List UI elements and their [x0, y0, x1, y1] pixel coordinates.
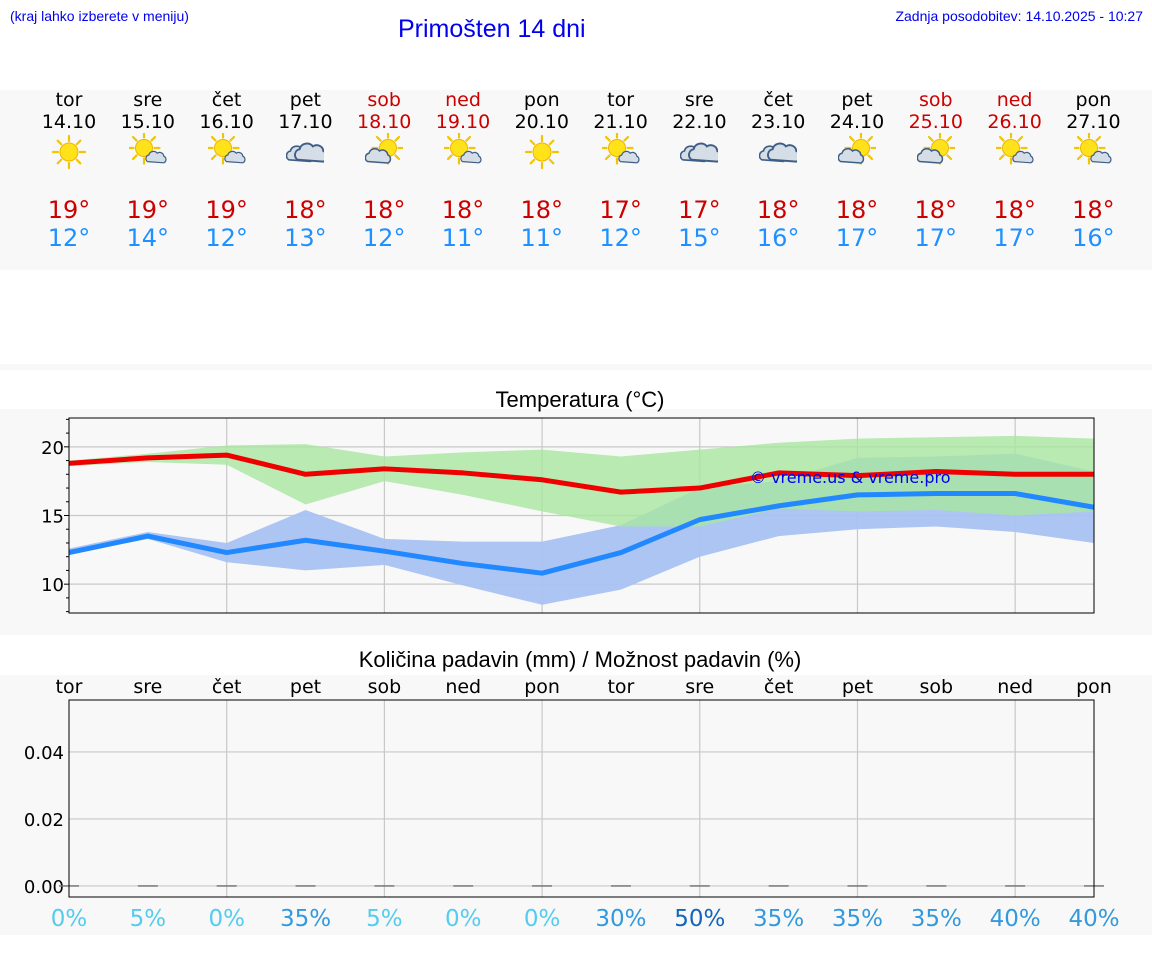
- min-temperature: 11°: [441, 224, 485, 252]
- day-name: pet: [841, 89, 873, 111]
- sun-icon: [50, 133, 88, 171]
- sun-cloud-icon: [205, 131, 246, 171]
- max-temperature: 18°: [1072, 196, 1115, 224]
- forecast-strip: [0, 90, 1152, 270]
- day-date: 16.10: [199, 111, 254, 133]
- day-date: 14.10: [41, 111, 97, 133]
- day-name: sre: [684, 89, 714, 111]
- day-name: čet: [763, 89, 793, 111]
- day-date: 24.10: [829, 111, 885, 133]
- max-temperature: 18°: [914, 196, 958, 224]
- day-date: 25.10: [908, 111, 963, 133]
- page-title: Primošten 14 dni: [398, 15, 586, 43]
- cloud-icon: [680, 133, 723, 171]
- max-temperature: 19°: [47, 196, 91, 224]
- max-temperature: 18°: [835, 196, 879, 224]
- min-temperature: 12°: [362, 224, 406, 252]
- day-name: sob: [919, 89, 953, 111]
- day-date: 17.10: [278, 111, 333, 133]
- min-temperature: 12°: [205, 224, 248, 252]
- min-temperature: 11°: [520, 224, 564, 252]
- day-date: 15.10: [120, 111, 175, 133]
- sun-cloud-icon: [127, 131, 167, 171]
- day-name: sob: [367, 89, 401, 111]
- min-temperature: 14°: [126, 224, 170, 252]
- max-temperature: 19°: [205, 196, 248, 224]
- temperature-chart-title: Temperatura (°C): [495, 387, 665, 412]
- min-temperature: 13°: [284, 224, 327, 252]
- day-name: sre: [133, 89, 163, 111]
- min-temperature: 16°: [1072, 224, 1115, 252]
- day-name: tor: [55, 89, 83, 111]
- day-name: tor: [607, 89, 635, 111]
- min-temperature: 12°: [47, 224, 91, 252]
- day-name: ned: [445, 89, 481, 111]
- day-date: 22.10: [672, 111, 727, 133]
- min-temperature: 16°: [756, 224, 800, 252]
- min-temperature: 17°: [914, 224, 958, 252]
- cloud-icon: [286, 133, 329, 171]
- day-name: pon: [1075, 89, 1112, 111]
- day-date: 23.10: [750, 111, 806, 133]
- min-temperature: 17°: [993, 224, 1036, 252]
- max-temperature: 17°: [599, 196, 642, 224]
- max-temperature: 18°: [284, 196, 327, 224]
- sun-behind-cloud-icon: [837, 131, 878, 171]
- forecast-strip-divider: [0, 364, 1152, 370]
- sun-cloud-icon: [442, 131, 482, 171]
- day-date: 21.10: [593, 111, 648, 133]
- precipitation-panel: [0, 675, 1152, 935]
- sun-cloud-icon: [993, 131, 1034, 171]
- min-temperature: 17°: [835, 224, 879, 252]
- sun-cloud-icon: [1072, 131, 1112, 171]
- temperature-panel: [0, 409, 1152, 635]
- min-temperature: 12°: [599, 224, 642, 252]
- day-date: 19.10: [435, 111, 491, 133]
- cloud-icon: [758, 133, 801, 171]
- day-date: 20.10: [514, 111, 569, 133]
- day-date: 18.10: [356, 111, 412, 133]
- max-temperature: 18°: [520, 196, 564, 224]
- max-temperature: 17°: [678, 196, 721, 224]
- day-name: ned: [996, 89, 1033, 111]
- min-temperature: 15°: [678, 224, 721, 252]
- sun-behind-cloud-icon: [364, 131, 405, 171]
- sun-behind-cloud-icon: [916, 131, 957, 171]
- day-name: pon: [523, 89, 560, 111]
- last-updated: Zadnja posodobitev: 14.10.2025 - 10:27: [895, 8, 1143, 24]
- day-name: čet: [211, 89, 242, 111]
- max-temperature: 19°: [126, 196, 170, 224]
- max-temperature: 18°: [993, 196, 1036, 224]
- day-name: pet: [289, 89, 321, 111]
- max-temperature: 18°: [756, 196, 800, 224]
- max-temperature: 18°: [362, 196, 406, 224]
- location-hint: (kraj lahko izberete v meniju): [10, 8, 189, 24]
- day-date: 27.10: [1066, 111, 1121, 133]
- precipitation-chart-title: Količina padavin (mm) / Možnost padavin …: [358, 647, 802, 672]
- sun-cloud-icon: [599, 131, 640, 171]
- sun-icon: [523, 133, 561, 171]
- max-temperature: 18°: [441, 196, 485, 224]
- day-date: 26.10: [987, 111, 1042, 133]
